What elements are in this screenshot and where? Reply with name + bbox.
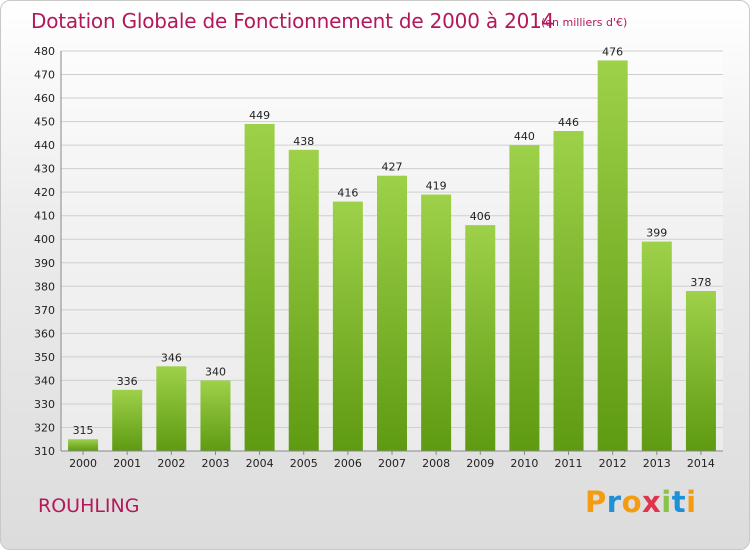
bar-2002 <box>156 366 187 451</box>
bar-2000 <box>68 439 99 451</box>
bar-value-label: 449 <box>249 109 270 122</box>
y-tick-label: 380 <box>34 280 55 293</box>
x-tick-label: 2012 <box>599 457 627 470</box>
y-tick-label: 420 <box>34 186 55 199</box>
y-tick-label: 410 <box>34 210 55 223</box>
chart-title: Dotation Globale de Fonctionnement de 20… <box>31 9 555 33</box>
bar-value-label: 446 <box>558 116 579 129</box>
logo-letter: x <box>642 485 662 519</box>
x-tick-label: 2006 <box>334 457 362 470</box>
bar-2003 <box>200 380 231 451</box>
x-tick-label: 2013 <box>643 457 671 470</box>
bar-2012 <box>597 60 628 451</box>
bar-value-label: 419 <box>426 180 447 193</box>
bar-value-label: 315 <box>73 424 94 437</box>
x-tick-label: 2003 <box>201 457 229 470</box>
bar-value-label: 438 <box>293 135 314 148</box>
bar-2004 <box>244 123 275 452</box>
y-tick-label: 430 <box>34 163 55 176</box>
bar-2013 <box>641 241 672 451</box>
y-tick-label: 470 <box>34 69 55 82</box>
y-tick-label: 460 <box>34 92 55 105</box>
bar-value-label: 406 <box>470 210 491 223</box>
y-tick-label: 320 <box>34 421 55 434</box>
proxiti-logo[interactable]: Proxiti <box>585 485 697 519</box>
x-tick-label: 2007 <box>378 457 406 470</box>
y-tick-label: 440 <box>34 139 55 152</box>
x-tick-label: 2008 <box>422 457 450 470</box>
bar-value-label: 427 <box>382 161 403 174</box>
bar-2005 <box>288 149 319 451</box>
x-tick-label: 2010 <box>510 457 538 470</box>
bar-2011 <box>553 131 584 451</box>
x-tick-label: 2011 <box>555 457 583 470</box>
logo-letter: P <box>585 485 607 519</box>
logo-letter: i <box>686 485 697 519</box>
logo-letter: r <box>606 485 622 519</box>
logo-letter: o <box>621 485 643 519</box>
y-tick-label: 310 <box>34 445 55 458</box>
bar-value-label: 476 <box>602 45 623 58</box>
y-tick-label: 390 <box>34 257 55 270</box>
logo-letter: t <box>671 485 687 519</box>
bars: 315 336 346 340 449 438 416 427 419 406 440 446 476 3… <box>68 45 716 452</box>
bar-2006 <box>332 201 363 451</box>
bar-value-label: 336 <box>117 375 138 388</box>
bar-2008 <box>421 194 452 451</box>
bar-value-label: 416 <box>337 187 358 200</box>
bar-2009 <box>465 225 496 451</box>
y-tick-label: 340 <box>34 374 55 387</box>
y-tick-label: 400 <box>34 233 55 246</box>
x-tick-label: 2014 <box>687 457 715 470</box>
axes: 310 320 330 340 350 360 370 380 390 400 410 420 430 4… <box>34 45 723 470</box>
logo-letter: i <box>661 485 672 519</box>
bar-value-label: 378 <box>690 276 711 289</box>
y-tick-label: 330 <box>34 398 55 411</box>
x-tick-label: 2009 <box>466 457 494 470</box>
x-tick-label: 2000 <box>69 457 97 470</box>
x-tick-label: 2004 <box>246 457 274 470</box>
bar-value-label: 399 <box>646 227 667 240</box>
bar-value-label: 340 <box>205 365 226 378</box>
x-tick-label: 2005 <box>290 457 318 470</box>
y-tick-label: 350 <box>34 351 55 364</box>
y-tick-label: 370 <box>34 304 55 317</box>
y-tick-label: 360 <box>34 327 55 340</box>
bar-2001 <box>112 389 143 451</box>
x-tick-label: 2002 <box>157 457 185 470</box>
bar-value-label: 346 <box>161 351 182 364</box>
bar-2014 <box>685 291 716 451</box>
place-name: ROUHLING <box>38 495 140 517</box>
bar-2010 <box>509 145 540 451</box>
bar-2007 <box>377 175 407 452</box>
chart-unit: (en milliers d'€) <box>541 16 628 29</box>
y-tick-label: 450 <box>34 116 55 129</box>
bar-value-label: 440 <box>514 130 535 143</box>
y-tick-label: 480 <box>34 45 55 58</box>
x-tick-label: 2001 <box>113 457 141 470</box>
